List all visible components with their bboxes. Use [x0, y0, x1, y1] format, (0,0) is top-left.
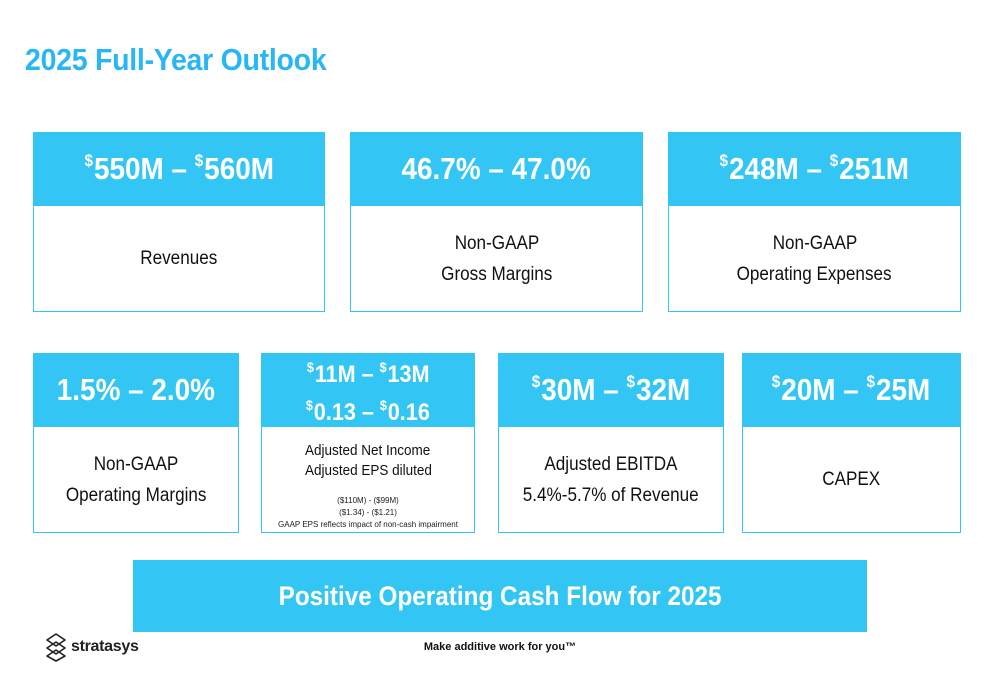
gross-margins-label-2: Gross Margins: [440, 263, 553, 285]
revenues-card: $550M – $560M Revenues: [33, 132, 325, 312]
capex-card: $20M – $25M CAPEX: [742, 353, 961, 533]
operating-margins-label-1: Non-GAAP: [93, 453, 179, 475]
net-income-label-1: Adjusted Net Income: [305, 442, 431, 459]
net-income-card: $11M – $13M $0.13 – $0.16 Adjusted Net I…: [261, 353, 475, 533]
ebitda-range: $30M – $32M: [498, 353, 724, 427]
cash-flow-banner: Positive Operating Cash Flow for 2025: [133, 560, 867, 632]
net-income-range: $11M – $13M $0.13 – $0.16: [261, 353, 475, 427]
operating-expenses-card: $248M – $251M Non-GAAP Operating Expense…: [668, 132, 961, 312]
operating-expenses-range: $248M – $251M: [668, 132, 961, 206]
page-title: 2025 Full-Year Outlook: [25, 42, 327, 77]
operating-margins-card: 1.5% – 2.0% Non-GAAP Operating Margins: [33, 353, 239, 533]
revenues-label: Revenues: [140, 248, 218, 269]
capex-label: CAPEX: [822, 469, 881, 490]
ebitda-label-2: 5.4%-5.7% of Revenue: [523, 484, 699, 506]
brand-name: stratasys: [71, 638, 139, 655]
revenues-range: $550M – $560M: [33, 132, 325, 206]
capex-range: $20M – $25M: [742, 353, 961, 427]
stratasys-logo: stratasys: [45, 632, 139, 662]
operating-margins-range: 1.5% – 2.0%: [33, 353, 239, 427]
gaap-net-income-range: ($110M) - ($99M): [337, 496, 399, 505]
gaap-eps-range: ($1.34) - ($1.21): [339, 508, 397, 517]
operating-expenses-label-2: Operating Expenses: [737, 263, 892, 285]
stratasys-mark-icon: [46, 633, 66, 662]
operating-margins-label-2: Operating Margins: [65, 484, 207, 506]
ebitda-label-1: Adjusted EBITDA: [544, 453, 678, 475]
gaap-eps-note: GAAP EPS reflects impact of non-cash imp…: [278, 520, 458, 529]
gross-margins-label-1: Non-GAAP: [454, 232, 539, 254]
ebitda-card: $30M – $32M Adjusted EBITDA 5.4%-5.7% of…: [498, 353, 724, 533]
operating-expenses-label-1: Non-GAAP: [772, 232, 857, 254]
gross-margins-card: 46.7% – 47.0% Non-GAAP Gross Margins: [350, 132, 643, 312]
tagline: Make additive work for you™: [423, 641, 577, 653]
adjusted-eps-label: Adjusted EPS diluted: [304, 462, 432, 479]
gross-margins-range: 46.7% – 47.0%: [350, 132, 643, 206]
